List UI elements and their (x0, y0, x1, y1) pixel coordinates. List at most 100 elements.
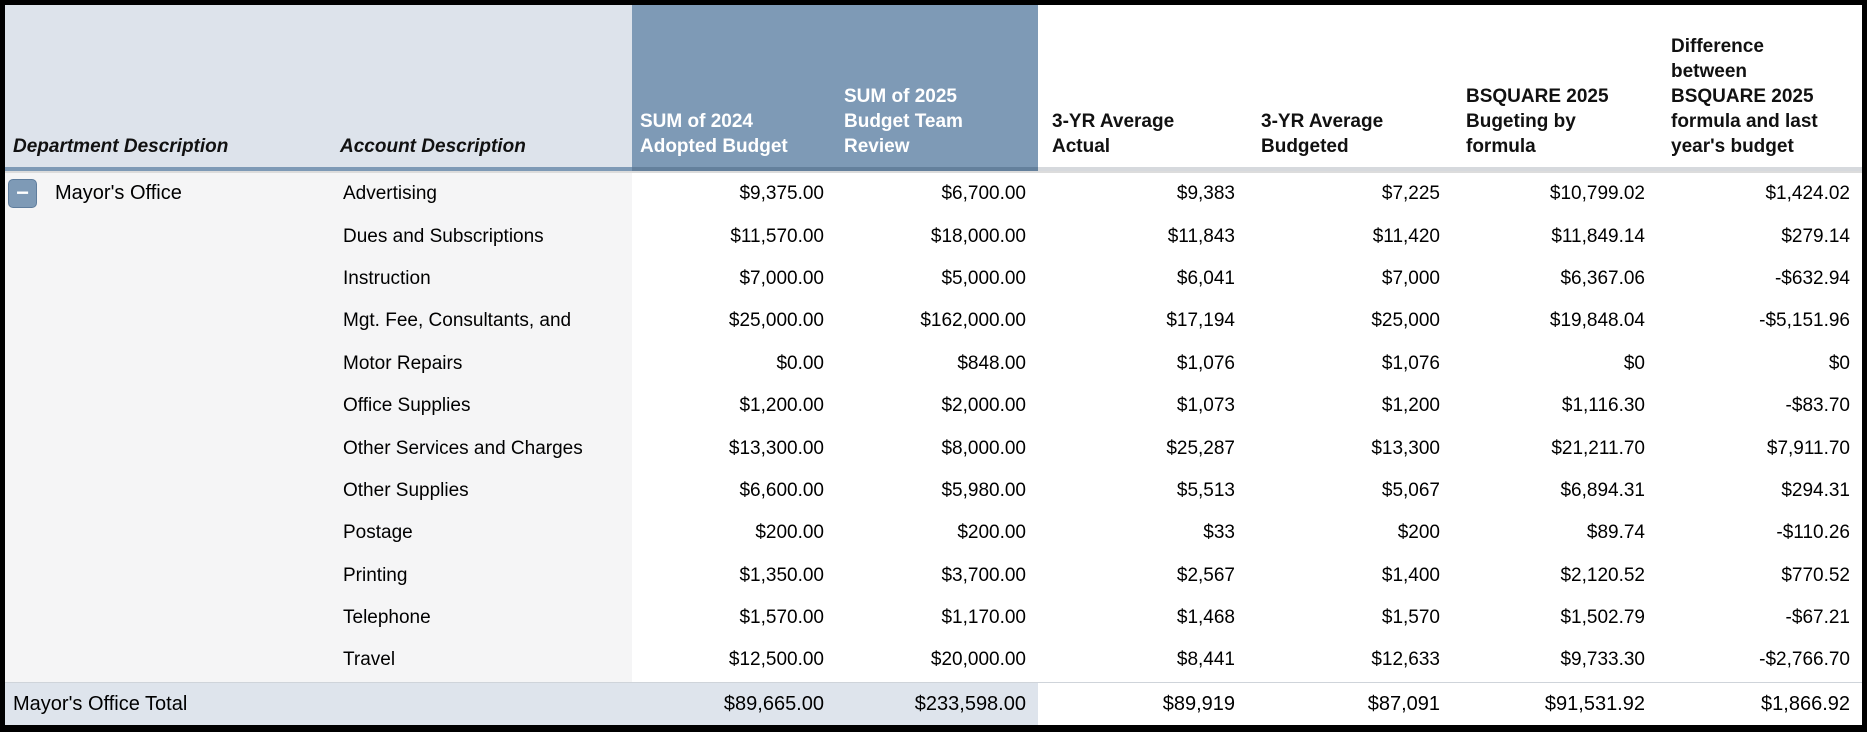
avg-actual-cell[interactable]: $25,287 (1166, 437, 1235, 459)
header-account-description[interactable]: Account Description (332, 5, 632, 171)
difference-cell[interactable]: -$2,766.70 (1759, 649, 1850, 671)
account-cell[interactable]: Printing (332, 554, 632, 597)
sum-2024-cell[interactable]: $6,600.00 (739, 479, 824, 501)
department-cell[interactable] (5, 554, 332, 597)
account-cell[interactable]: Dues and Subscriptions (332, 215, 632, 258)
bsquare-cell[interactable]: $21,211.70 (1551, 437, 1645, 459)
bsquare-cell[interactable]: $6,894.31 (1560, 479, 1645, 501)
header-difference[interactable]: Difference between BSQUARE 2025 formula … (1657, 5, 1862, 171)
total-difference[interactable]: $1,866.92 (1761, 692, 1850, 715)
total-label[interactable]: Mayor's Office Total (5, 682, 632, 725)
sum-2024-cell[interactable]: $9,375.00 (739, 183, 824, 205)
avg-budgeted-cell[interactable]: $11,420 (1372, 225, 1440, 247)
avg-actual-cell[interactable]: $1,076 (1176, 352, 1235, 374)
total-avg-budgeted[interactable]: $87,091 (1367, 692, 1440, 715)
avg-budgeted-cell[interactable]: $1,570 (1381, 607, 1440, 629)
department-cell[interactable] (5, 342, 332, 385)
department-cell[interactable] (5, 300, 332, 343)
header-3yr-average-budgeted[interactable]: 3-YR Average Budgeted (1247, 5, 1452, 171)
avg-budgeted-cell[interactable]: $1,076 (1381, 352, 1440, 374)
bsquare-cell[interactable]: $0 (1623, 352, 1645, 374)
collapse-minus-icon[interactable]: − (8, 179, 37, 208)
avg-actual-cell[interactable]: $2,567 (1176, 564, 1235, 586)
sum-2025-cell[interactable]: $5,000.00 (941, 267, 1026, 289)
difference-cell[interactable]: $294.31 (1781, 479, 1850, 501)
account-cell[interactable]: Instruction (332, 257, 632, 301)
difference-cell[interactable]: $279.14 (1781, 225, 1850, 247)
bsquare-cell[interactable]: $10,799.02 (1549, 183, 1645, 205)
sum-2025-cell[interactable]: $6,700.00 (941, 183, 1026, 205)
department-cell[interactable] (5, 639, 332, 682)
department-cell[interactable] (5, 384, 332, 428)
sum-2025-cell[interactable]: $2,000.00 (941, 395, 1026, 417)
total-sum-2025[interactable]: $233,598.00 (836, 682, 1038, 725)
avg-actual-cell[interactable]: $1,468 (1176, 607, 1235, 629)
sum-2024-cell[interactable]: $200.00 (755, 522, 824, 544)
total-sum-2024[interactable]: $89,665.00 (632, 682, 836, 725)
avg-budgeted-cell[interactable]: $7,225 (1381, 183, 1440, 205)
difference-cell[interactable]: -$110.26 (1776, 522, 1850, 544)
avg-actual-cell[interactable]: $6,041 (1176, 267, 1235, 289)
avg-budgeted-cell[interactable]: $13,300 (1371, 437, 1440, 459)
account-cell[interactable]: Telephone (332, 596, 632, 640)
sum-2025-cell[interactable]: $18,000.00 (930, 225, 1026, 247)
department-cell[interactable] (5, 427, 332, 470)
sum-2024-cell[interactable]: $7,000.00 (739, 267, 824, 289)
difference-cell[interactable]: $1,424.02 (1765, 183, 1850, 205)
sum-2024-cell[interactable]: $1,350.00 (739, 564, 824, 586)
sum-2025-cell[interactable]: $848.00 (957, 352, 1026, 374)
header-3yr-average-actual[interactable]: 3-YR Average Actual (1038, 5, 1247, 171)
avg-budgeted-cell[interactable]: $5,067 (1381, 479, 1440, 501)
sum-2025-cell[interactable]: $200.00 (957, 522, 1026, 544)
total-bsquare[interactable]: $91,531.92 (1544, 692, 1645, 715)
department-cell[interactable] (5, 215, 332, 258)
bsquare-cell[interactable]: $19,848.04 (1549, 310, 1645, 332)
bsquare-cell[interactable]: $89.74 (1586, 522, 1645, 544)
avg-budgeted-cell[interactable]: $200 (1397, 522, 1440, 544)
sum-2024-cell[interactable]: $25,000.00 (728, 310, 824, 332)
sum-2025-cell[interactable]: $1,170.00 (941, 607, 1026, 629)
sum-2024-cell[interactable]: $1,200.00 (739, 395, 824, 417)
avg-actual-cell[interactable]: $11,843 (1167, 225, 1235, 247)
account-cell[interactable]: Advertising (332, 173, 632, 216)
account-cell[interactable]: Travel (332, 639, 632, 682)
sum-2024-cell[interactable]: $12,500.00 (728, 649, 824, 671)
avg-actual-cell[interactable]: $8,441 (1176, 649, 1235, 671)
bsquare-cell[interactable]: $6,367.06 (1560, 267, 1645, 289)
header-sum-2025-budget-team-review[interactable]: SUM of 2025 Budget Team Review (836, 5, 1038, 171)
sum-2024-cell[interactable]: $13,300.00 (728, 437, 824, 459)
account-cell[interactable]: Other Services and Charges (332, 427, 632, 470)
sum-2024-cell[interactable]: $11,570.00 (730, 225, 824, 247)
account-cell[interactable]: Office Supplies (332, 384, 632, 428)
header-bsquare-2025-formula[interactable]: BSQUARE 2025 Bugeting by formula (1452, 5, 1657, 171)
difference-cell[interactable]: -$67.21 (1785, 607, 1850, 629)
avg-budgeted-cell[interactable]: $25,000 (1371, 310, 1440, 332)
sum-2025-cell[interactable]: $5,980.00 (941, 479, 1026, 501)
header-department-description[interactable]: Department Description (5, 5, 332, 171)
sum-2024-cell[interactable]: $1,570.00 (739, 607, 824, 629)
total-avg-actual[interactable]: $89,919 (1162, 692, 1235, 715)
department-cell[interactable] (5, 512, 332, 555)
bsquare-cell[interactable]: $1,116.30 (1561, 395, 1645, 417)
department-cell[interactable] (5, 257, 332, 301)
difference-cell[interactable]: -$83.70 (1785, 395, 1850, 417)
avg-budgeted-cell[interactable]: $1,400 (1381, 564, 1440, 586)
department-cell[interactable] (5, 173, 332, 216)
avg-budgeted-cell[interactable]: $7,000 (1381, 267, 1440, 289)
bsquare-cell[interactable]: $11,849.14 (1551, 225, 1645, 247)
sum-2025-cell[interactable]: $162,000.00 (920, 310, 1026, 332)
department-cell[interactable] (5, 596, 332, 640)
sum-2025-cell[interactable]: $8,000.00 (941, 437, 1026, 459)
account-cell[interactable]: Other Supplies (332, 469, 632, 513)
department-name[interactable]: Mayor's Office (55, 182, 182, 204)
header-sum-2024-adopted-budget[interactable]: SUM of 2024 Adopted Budget (632, 5, 836, 171)
department-cell[interactable] (5, 469, 332, 513)
bsquare-cell[interactable]: $9,733.30 (1560, 649, 1645, 671)
avg-actual-cell[interactable]: $5,513 (1176, 479, 1235, 501)
difference-cell[interactable]: -$632.94 (1774, 267, 1850, 289)
avg-budgeted-cell[interactable]: $12,633 (1371, 649, 1440, 671)
difference-cell[interactable]: $0 (1828, 352, 1850, 374)
avg-actual-cell[interactable]: $1,073 (1176, 395, 1235, 417)
account-cell[interactable]: Postage (332, 512, 632, 555)
avg-actual-cell[interactable]: $17,194 (1166, 310, 1235, 332)
